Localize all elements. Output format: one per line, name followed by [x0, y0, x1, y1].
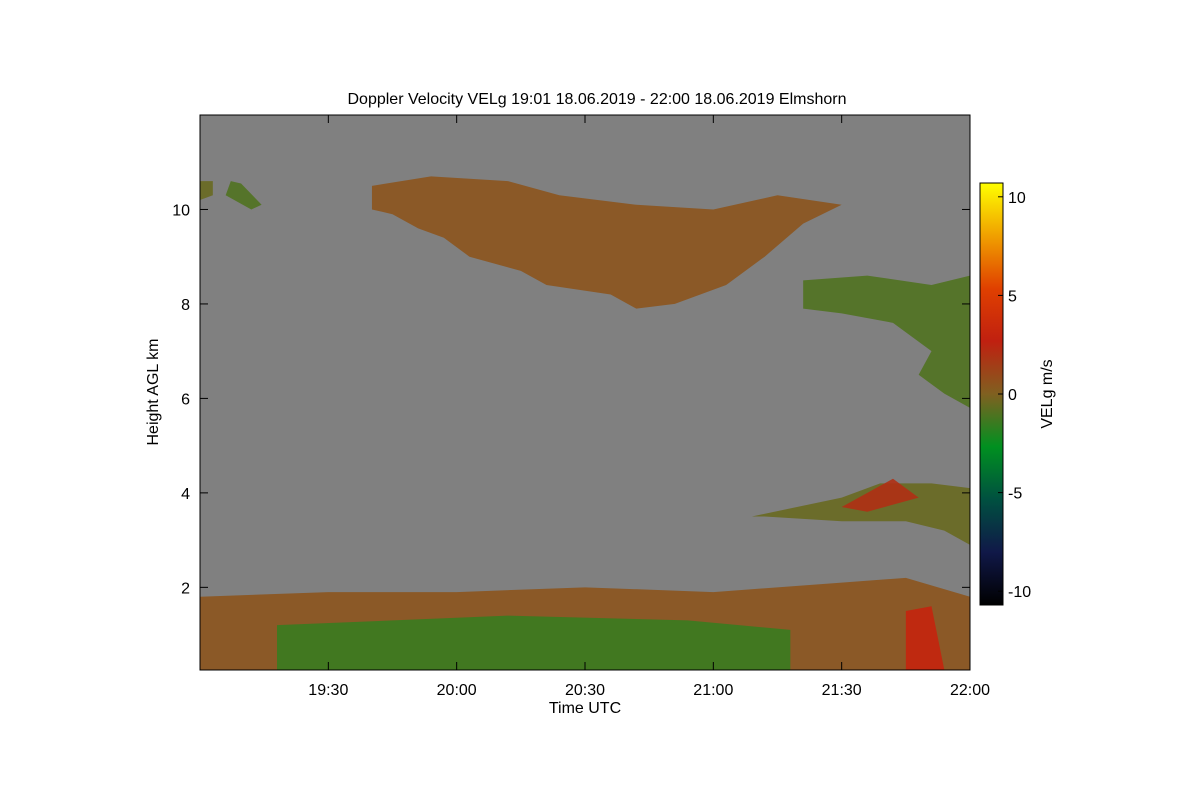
echo-region [841, 478, 919, 512]
colorbar-label: VELg m/s [1039, 359, 1056, 428]
echo-region [200, 181, 213, 201]
echo-region [751, 483, 970, 545]
x-tick-label: 21:00 [693, 682, 733, 699]
y-tick-label: 4 [181, 486, 190, 503]
colorbar-tick-label: 0 [1008, 387, 1017, 404]
y-tick-label: 2 [181, 580, 190, 597]
x-axis-label: Time UTC [549, 700, 621, 717]
echo-region [905, 606, 945, 670]
chart-title: Doppler Velocity VELg 19:01 18.06.2019 -… [347, 91, 846, 108]
y-axis-label: Height AGL km [145, 338, 162, 445]
x-tick-label: 20:30 [565, 682, 605, 699]
colorbar-tick-label: 10 [1008, 190, 1026, 207]
echo-region [225, 181, 262, 210]
x-tick-label: 20:00 [437, 682, 477, 699]
colorbar-tick-label: 5 [1008, 288, 1017, 305]
x-tick-label: 22:00 [950, 682, 990, 699]
echo-region [803, 275, 970, 408]
echo-region [371, 176, 842, 309]
colorbar-tick-label: -5 [1008, 486, 1022, 503]
echo-region [277, 615, 791, 670]
y-tick-label: 10 [172, 202, 190, 219]
colorbar-tick-label: -10 [1008, 584, 1031, 601]
y-tick-label: 6 [181, 391, 190, 408]
x-tick-label: 21:30 [822, 682, 862, 699]
y-tick-label: 8 [181, 297, 190, 314]
x-tick-label: 19:30 [308, 682, 348, 699]
